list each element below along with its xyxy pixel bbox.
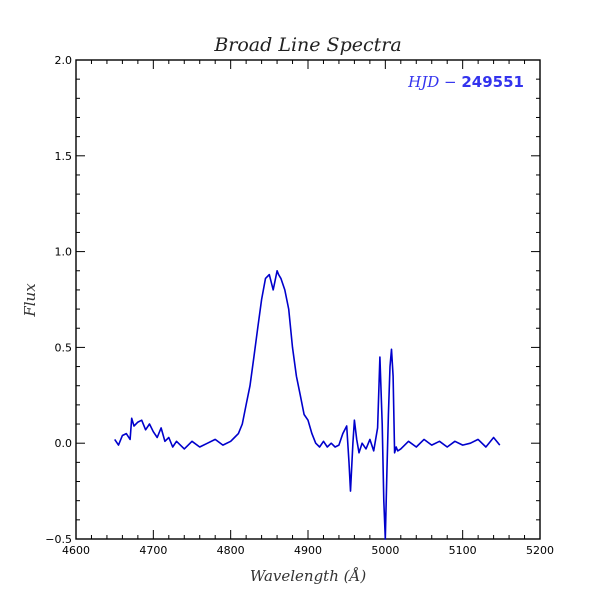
y-tick-label: 1.5: [55, 150, 73, 163]
y-tick-label: 0.5: [55, 341, 73, 354]
x-tick-label: 4800: [217, 544, 245, 557]
y-axis-label: Flux: [21, 283, 39, 318]
plot-area-border: [75, 59, 541, 540]
x-tick-label: 4600: [62, 544, 90, 557]
x-tick-label: 5200: [526, 544, 554, 557]
hjd-annotation: HJD − 249551: [407, 73, 524, 91]
y-axis: −0.5 0.0 0.5 1.0 1.5 2.0: [45, 54, 540, 546]
y-tick-label: 2.0: [55, 54, 73, 67]
x-tick-label: 4700: [139, 544, 167, 557]
chart-title: Broad Line Spectra: [213, 34, 401, 56]
y-tick-label: 1.0: [55, 246, 73, 259]
x-axis: 4600 4700 4800 4900 5000 5100 5200: [62, 60, 554, 557]
x-tick-label: 5100: [449, 544, 477, 557]
y-tick-label: 0.0: [55, 437, 73, 450]
hjd-annotation-prefix: HJD −: [407, 73, 461, 91]
hjd-annotation-value: 249551: [461, 73, 524, 91]
x-axis-label: Wavelength (Å): [250, 567, 366, 585]
spectrum-line: [114, 270, 501, 540]
x-tick-label: 5000: [371, 544, 399, 557]
y-tick-label: −0.5: [45, 533, 72, 546]
x-tick-label: 4900: [294, 544, 322, 557]
plot-frame: [75, 59, 541, 540]
